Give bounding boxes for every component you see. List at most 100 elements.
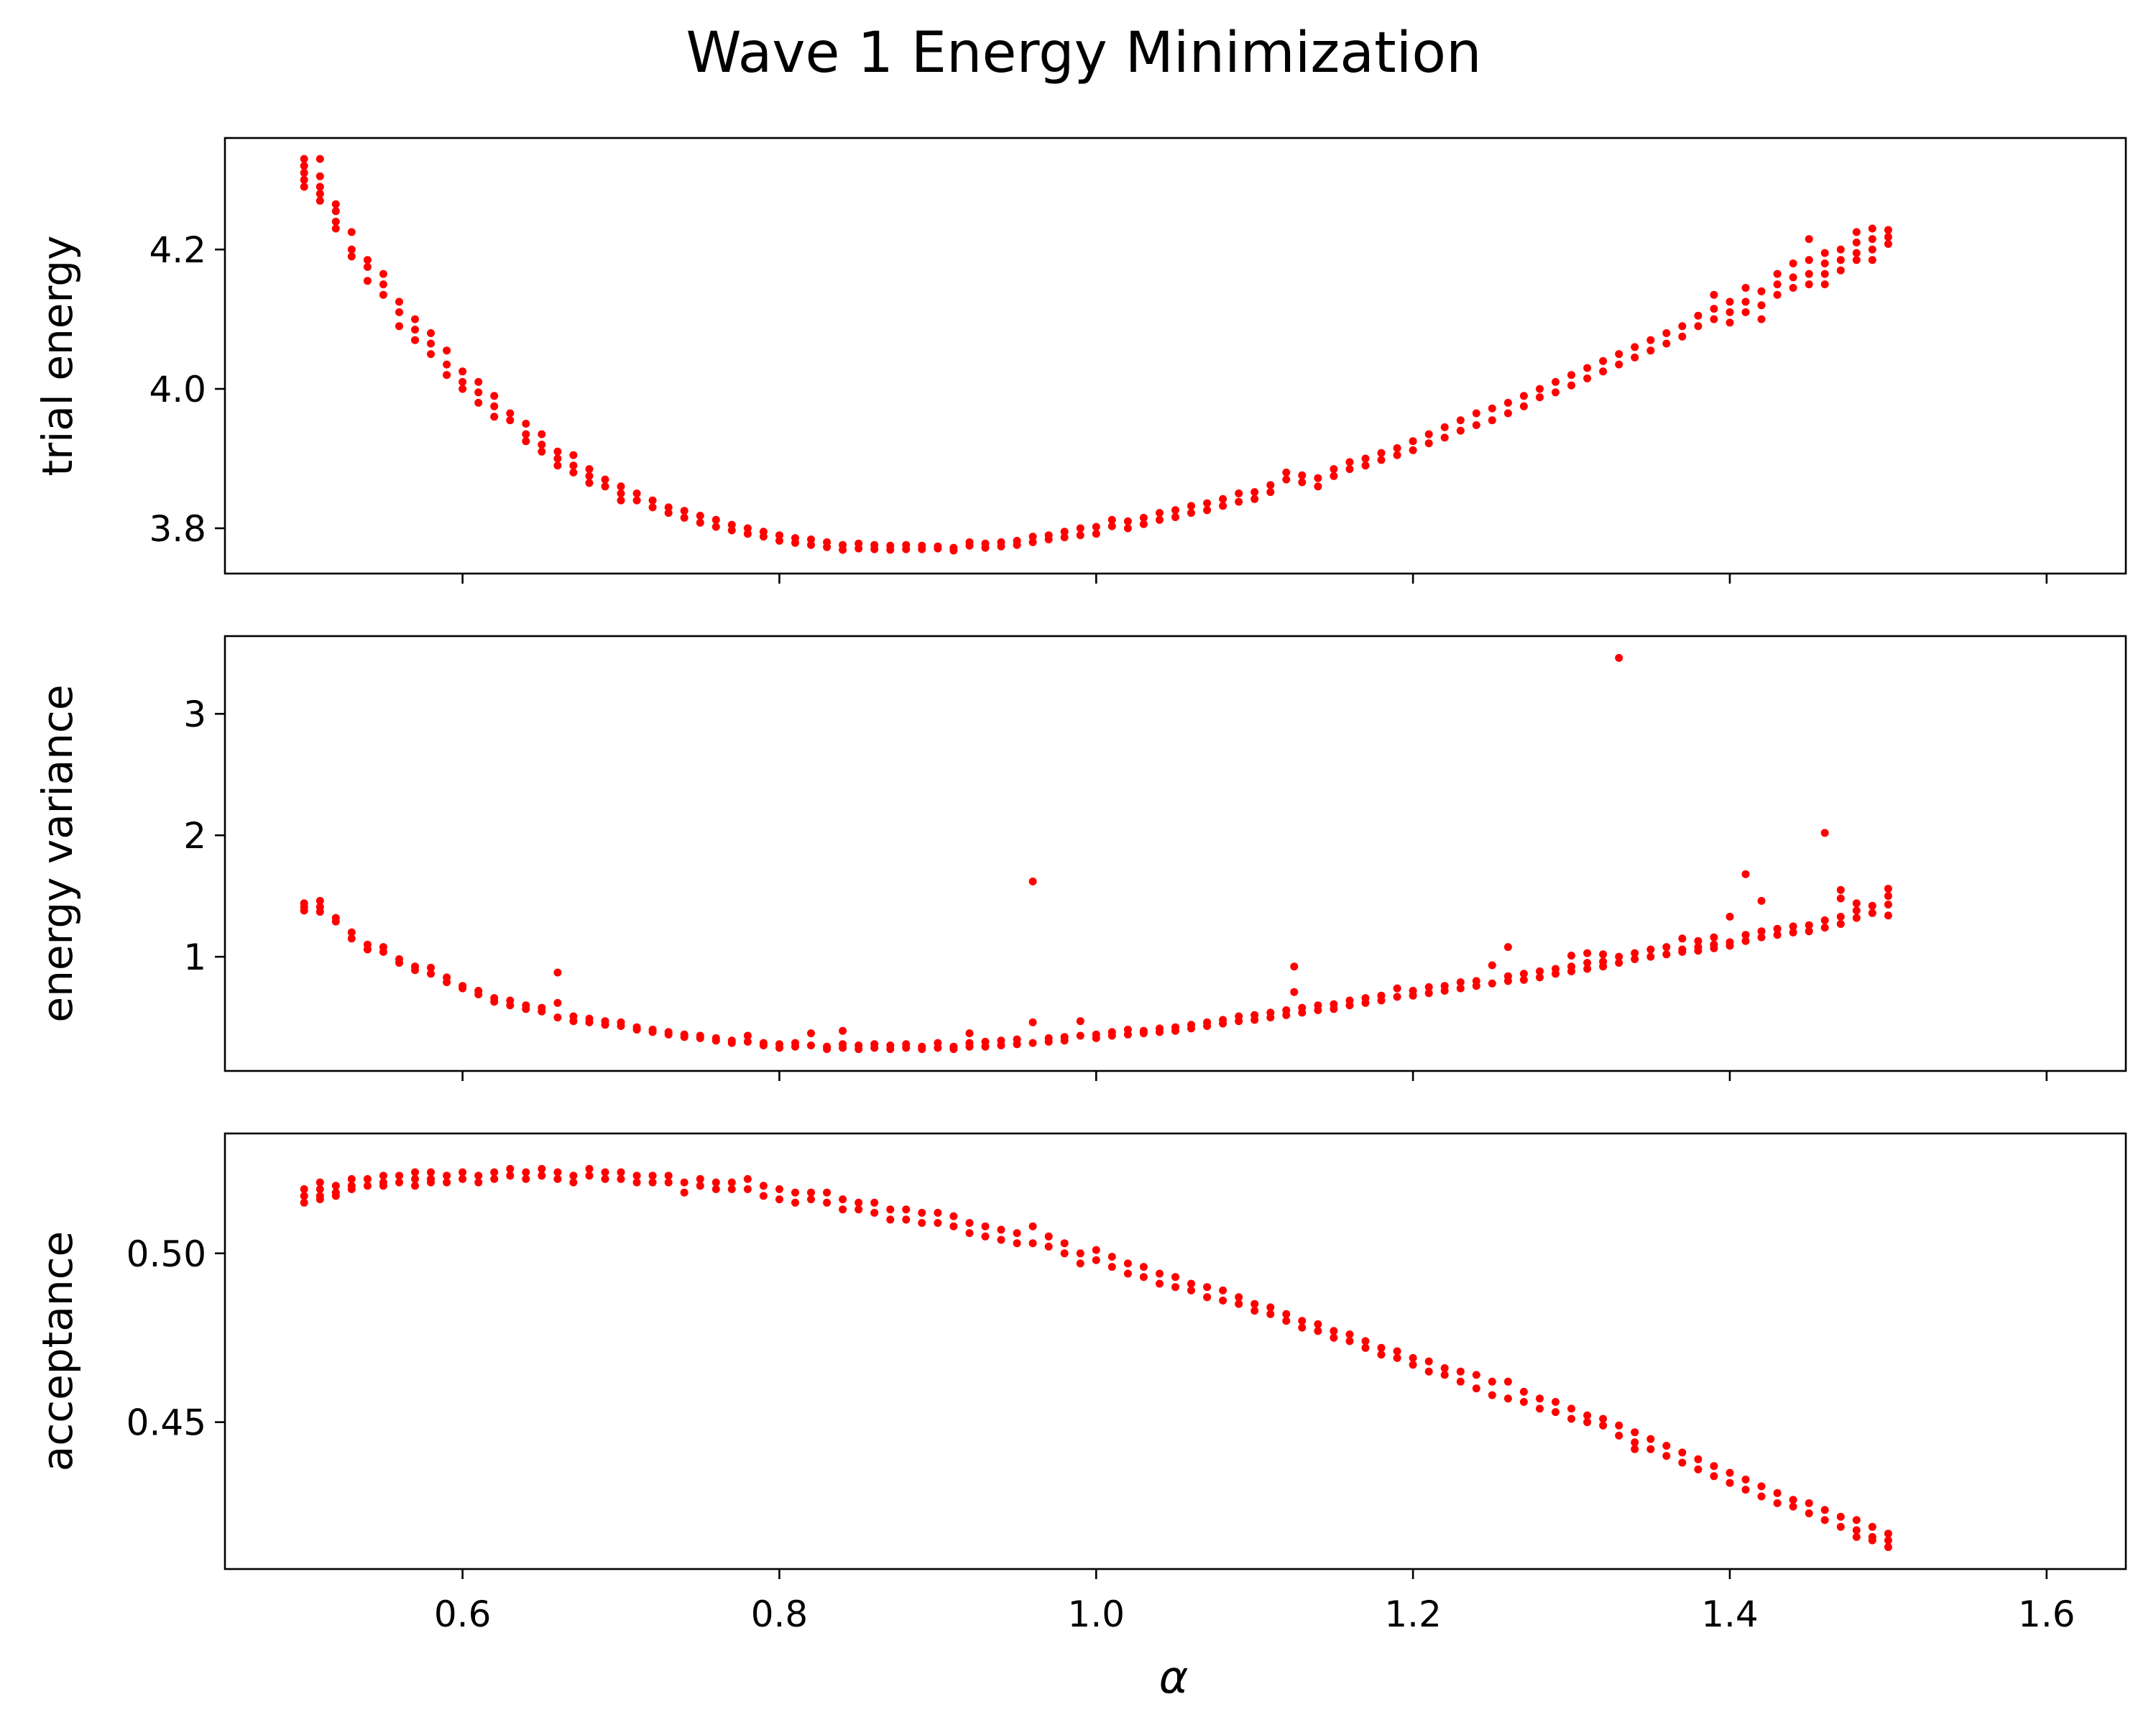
data-point bbox=[1519, 402, 1528, 410]
data-point bbox=[538, 1164, 546, 1173]
data-point bbox=[1028, 538, 1037, 546]
data-point bbox=[775, 1044, 783, 1052]
data-point bbox=[522, 1168, 530, 1177]
data-point bbox=[1203, 1283, 1212, 1292]
data-point bbox=[1013, 1040, 1021, 1049]
data-point bbox=[664, 1030, 673, 1039]
data-point bbox=[632, 489, 641, 497]
data-point bbox=[395, 959, 403, 967]
data-point bbox=[711, 515, 720, 524]
data-point bbox=[585, 1018, 594, 1026]
data-point bbox=[1235, 1017, 1243, 1026]
data-point bbox=[648, 1172, 657, 1180]
data-point bbox=[1631, 1438, 1639, 1447]
data-point bbox=[506, 1164, 515, 1173]
data-point bbox=[886, 1215, 895, 1224]
y-tick-label: 1 bbox=[183, 937, 206, 978]
data-point bbox=[680, 507, 688, 515]
data-point bbox=[1805, 270, 1813, 278]
data-point bbox=[775, 1185, 783, 1193]
data-point bbox=[1789, 1496, 1797, 1504]
data-point bbox=[1377, 1343, 1386, 1352]
data-point bbox=[1710, 933, 1718, 942]
data-point bbox=[1107, 1263, 1116, 1271]
data-point bbox=[1741, 308, 1750, 316]
data-point bbox=[395, 1178, 403, 1187]
data-point bbox=[331, 224, 340, 233]
data-point bbox=[902, 545, 911, 553]
y-tick-label: 4.2 bbox=[149, 229, 206, 271]
data-points bbox=[300, 1164, 1892, 1551]
data-point bbox=[1662, 329, 1671, 337]
data-point bbox=[1424, 1367, 1433, 1376]
data-point bbox=[1536, 967, 1544, 975]
data-point bbox=[490, 413, 499, 421]
data-point bbox=[1519, 970, 1528, 978]
data-point bbox=[934, 544, 942, 553]
data-point bbox=[1615, 959, 1623, 967]
data-point bbox=[1409, 1353, 1417, 1362]
data-point bbox=[1884, 892, 1892, 901]
data-point bbox=[490, 1168, 499, 1177]
data-point bbox=[1726, 942, 1734, 950]
data-point bbox=[1235, 489, 1243, 497]
data-point bbox=[300, 155, 308, 163]
x-tick-label: 1.6 bbox=[2018, 1593, 2076, 1635]
data-point bbox=[427, 1168, 435, 1177]
data-point bbox=[1503, 1377, 1512, 1386]
data-point bbox=[1852, 1532, 1861, 1541]
data-point bbox=[1757, 933, 1766, 942]
data-point bbox=[680, 1178, 688, 1187]
data-point bbox=[1868, 235, 1876, 244]
data-point bbox=[1836, 894, 1845, 903]
data-point bbox=[1171, 1026, 1179, 1035]
data-point bbox=[1836, 912, 1845, 921]
data-point bbox=[807, 535, 815, 543]
data-point bbox=[1235, 497, 1243, 506]
data-point bbox=[727, 1185, 736, 1193]
data-point bbox=[395, 322, 403, 331]
data-point bbox=[1250, 488, 1259, 497]
data-point bbox=[1282, 1317, 1291, 1325]
data-point bbox=[585, 479, 594, 487]
data-point bbox=[1044, 1037, 1053, 1046]
data-point bbox=[648, 496, 657, 505]
data-point bbox=[1805, 235, 1813, 244]
data-point bbox=[870, 545, 879, 553]
data-point bbox=[1646, 1445, 1655, 1453]
data-point bbox=[1884, 911, 1892, 920]
data-point bbox=[1884, 233, 1892, 242]
data-point bbox=[474, 1178, 483, 1187]
data-point bbox=[459, 984, 467, 993]
data-point bbox=[1552, 1398, 1560, 1406]
data-point bbox=[617, 1174, 625, 1183]
data-point bbox=[379, 280, 387, 289]
data-point bbox=[443, 1172, 451, 1180]
data-point bbox=[711, 523, 720, 531]
data-point bbox=[1298, 1317, 1307, 1325]
data-point bbox=[1710, 1472, 1718, 1481]
data-point bbox=[1219, 494, 1227, 503]
data-point bbox=[807, 1029, 815, 1038]
data-point bbox=[1298, 471, 1307, 479]
data-points bbox=[300, 155, 1892, 555]
data-point bbox=[854, 544, 863, 553]
data-point bbox=[1472, 1384, 1480, 1393]
data-point bbox=[569, 468, 578, 477]
data-point bbox=[617, 1168, 625, 1177]
data-point bbox=[1456, 1377, 1465, 1386]
y-axis-label: trial energy bbox=[33, 236, 82, 477]
data-point bbox=[949, 1045, 958, 1054]
data-point bbox=[1393, 1353, 1401, 1362]
data-point bbox=[1741, 870, 1750, 878]
data-point bbox=[1884, 1543, 1892, 1551]
data-point bbox=[1757, 927, 1766, 936]
data-point bbox=[1662, 943, 1671, 952]
data-point bbox=[1345, 1337, 1354, 1346]
data-point bbox=[490, 998, 499, 1006]
data-point bbox=[1536, 1394, 1544, 1403]
data-point bbox=[1820, 1506, 1829, 1514]
data-point bbox=[300, 175, 308, 184]
data-point bbox=[1456, 984, 1465, 993]
data-point bbox=[553, 968, 562, 977]
